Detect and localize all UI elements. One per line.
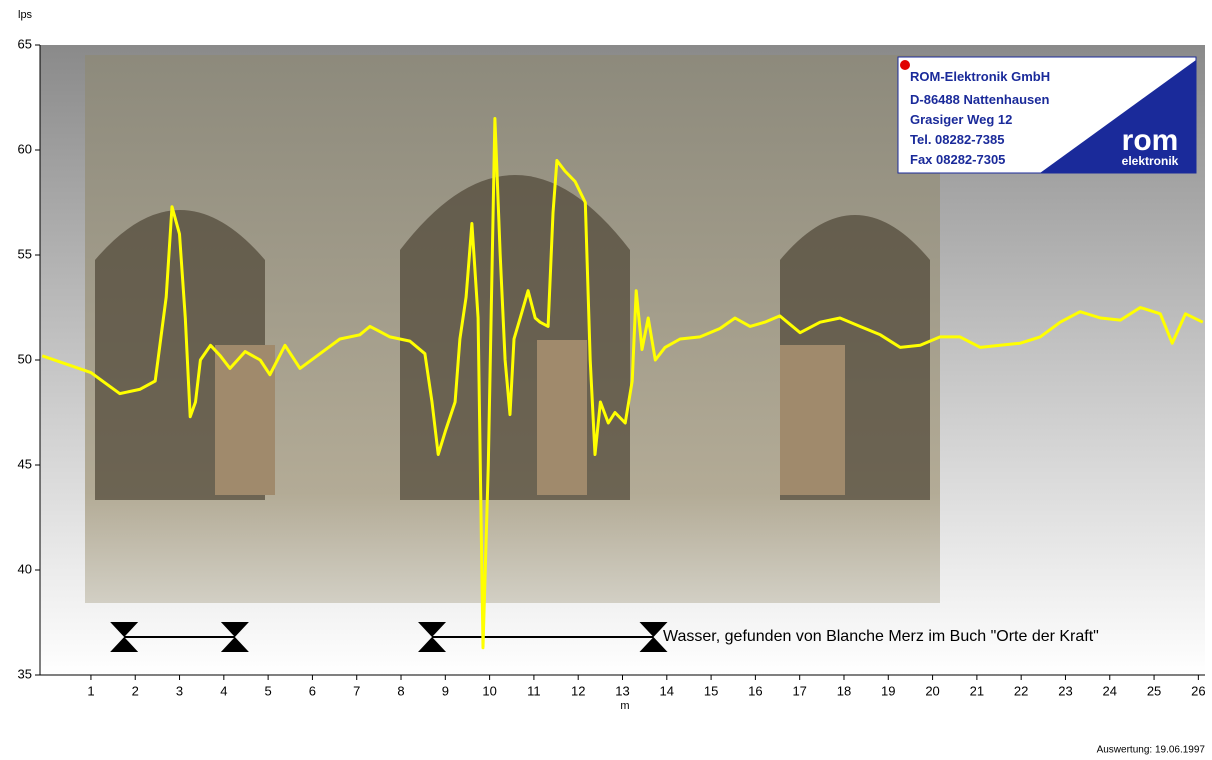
x-tick-label: 8 — [397, 683, 404, 698]
logo-brand-sub: elektronik — [1122, 154, 1179, 168]
x-tick-label: 7 — [353, 683, 360, 698]
logo-line: Grasiger Weg 12 — [910, 112, 1012, 127]
x-tick-label: 24 — [1103, 683, 1117, 698]
photo-doors — [215, 340, 845, 495]
x-tick-label: 15 — [704, 683, 718, 698]
x-tick-label: 25 — [1147, 683, 1161, 698]
y-axis-label: lps — [18, 9, 33, 21]
y-tick-label: 65 — [18, 36, 32, 51]
logo-line: Fax 08282-7305 — [910, 152, 1005, 167]
logo: ROM-Elektronik GmbH D-86488 Nattenhausen… — [897, 56, 1197, 174]
x-tick-label: 1 — [87, 683, 94, 698]
x-tick-label: 17 — [792, 683, 806, 698]
x-tick-label: 11 — [527, 683, 541, 698]
logo-company: ROM-Elektronik GmbH — [910, 69, 1050, 84]
y-tick-label: 35 — [18, 666, 32, 681]
footer: Auswertung: 19.06.1997 — [1097, 745, 1206, 756]
x-axis-label: m — [620, 700, 629, 712]
x-tick-label: 21 — [970, 683, 984, 698]
span-marker — [220, 622, 249, 652]
x-tick-label: 22 — [1014, 683, 1028, 698]
span-marker — [110, 622, 139, 652]
x-tick-label: 19 — [881, 683, 895, 698]
x-tick-label: 16 — [748, 683, 762, 698]
x-tick-label: 6 — [309, 683, 316, 698]
y-tick-label: 50 — [18, 351, 32, 366]
x-tick-label: 3 — [176, 683, 183, 698]
logo-line: Tel. 08282-7385 — [910, 132, 1004, 147]
x-tick-label: 26 — [1191, 683, 1205, 698]
x-tick-label: 14 — [660, 683, 674, 698]
x-tick-label: 5 — [265, 683, 272, 698]
annotation: Wasser, gefunden von Blanche Merz im Buc… — [663, 628, 1099, 645]
x-tick-label: 20 — [925, 683, 939, 698]
x-tick-label: 12 — [571, 683, 585, 698]
x-tick-label: 13 — [615, 683, 629, 698]
y-tick-label: 45 — [18, 456, 32, 471]
data-line — [41, 117, 1204, 650]
y-tick-label: 40 — [18, 561, 32, 576]
x-tick-label: 23 — [1058, 683, 1072, 698]
x-tick-label: 9 — [442, 683, 449, 698]
logo-line: D-86488 Nattenhausen — [910, 92, 1049, 107]
x-tick-label: 4 — [220, 683, 227, 698]
logo-brand: rom — [1122, 124, 1179, 157]
x-tick-label: 2 — [132, 683, 139, 698]
y-tick-label: 55 — [18, 246, 32, 261]
y-tick-label: 60 — [18, 141, 32, 156]
span-marker — [418, 622, 447, 652]
x-tick-label: 10 — [482, 683, 496, 698]
x-tick-label: 18 — [837, 683, 851, 698]
span-marker — [639, 622, 668, 652]
